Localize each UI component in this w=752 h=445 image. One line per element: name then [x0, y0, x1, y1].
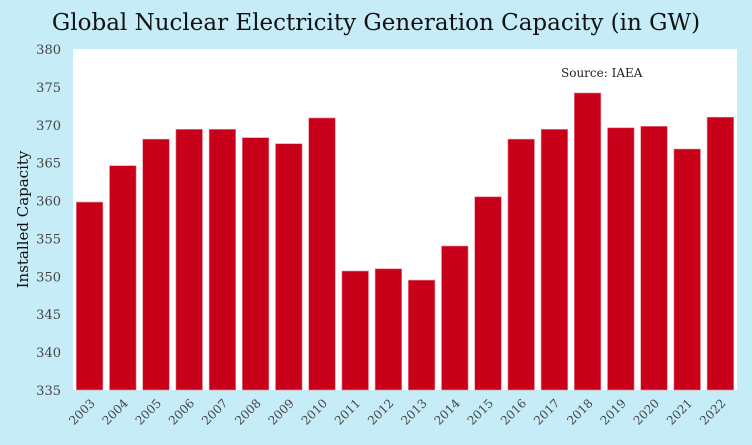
bar-2020: [640, 125, 668, 391]
bar-2007: [208, 129, 236, 391]
bar-2013: [408, 279, 436, 391]
y-tick-label: 375: [36, 81, 61, 96]
y-axis-label: Installed Capacity: [14, 150, 32, 288]
bar-2011: [341, 270, 369, 391]
source-annotation: Source: IAEA: [561, 66, 643, 80]
y-tick-label: 360: [36, 195, 61, 210]
x-tick-label: 2004: [99, 396, 131, 428]
plot-area: [73, 49, 737, 390]
bar-2008: [242, 137, 270, 391]
bar-2018: [574, 92, 602, 391]
x-tick-label: 2014: [431, 396, 463, 428]
x-tick-label: 2008: [232, 396, 263, 427]
x-tick-label: 2017: [531, 396, 562, 427]
bar-2019: [607, 127, 635, 391]
x-tick-label: 2011: [332, 396, 363, 427]
bar-2017: [540, 129, 568, 391]
bar-2006: [175, 129, 203, 391]
y-tick-label: 365: [36, 157, 61, 172]
x-tick-label: 2013: [398, 396, 429, 427]
x-tick-label: 2009: [265, 396, 296, 427]
x-tick-label: 2005: [133, 396, 164, 427]
x-tick-label: 2016: [498, 396, 529, 427]
y-tick-label: 355: [36, 232, 61, 247]
bar-2012: [374, 268, 402, 391]
bar-2009: [275, 143, 303, 391]
x-tick-label: 2015: [465, 396, 496, 427]
bar-2016: [507, 138, 535, 391]
y-tick-label: 340: [36, 346, 61, 361]
bar-2022: [706, 116, 734, 391]
bar-2003: [76, 201, 104, 391]
bar-2010: [308, 117, 336, 391]
y-tick-label: 345: [36, 308, 61, 323]
bar-2004: [109, 165, 137, 391]
x-tick-label: 2021: [664, 396, 695, 427]
x-tick-label: 2019: [597, 396, 628, 427]
x-tick-label: 2007: [199, 396, 230, 427]
bar-2015: [474, 196, 502, 391]
bar-2005: [142, 138, 170, 391]
x-tick-label: 2010: [299, 396, 330, 427]
y-tick-label: 350: [36, 270, 61, 285]
x-tick-label: 2012: [365, 396, 396, 427]
x-tick-label: 2006: [166, 396, 197, 427]
y-tick-label: 380: [36, 43, 61, 58]
x-tick-label: 2018: [564, 396, 595, 427]
bar-2021: [673, 148, 701, 391]
y-tick-label: 335: [36, 384, 61, 399]
chart-title: Global Nuclear Electricity Generation Ca…: [52, 10, 700, 36]
x-tick-label: 2020: [631, 396, 662, 427]
bar-2014: [441, 245, 469, 391]
x-tick-label: 2003: [66, 396, 97, 427]
x-tick-label: 2022: [697, 396, 728, 427]
y-tick-label: 370: [36, 119, 61, 134]
